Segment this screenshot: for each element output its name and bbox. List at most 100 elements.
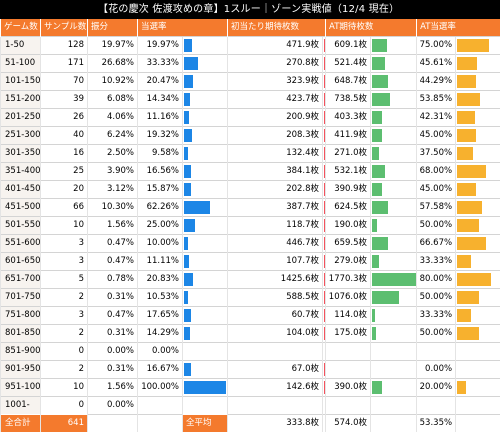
zone-at-exp: 175.0枚 bbox=[326, 325, 371, 343]
exp-medals-bar bbox=[324, 39, 326, 52]
zone-at-exp: 521.4枚 bbox=[326, 55, 371, 73]
zone-hit-rate: 16.56% bbox=[138, 163, 183, 181]
at-exp-bar bbox=[372, 219, 377, 232]
at-rate-bar-cell bbox=[456, 91, 500, 109]
hit-rate-bar bbox=[184, 75, 193, 88]
exp-medals-bar bbox=[324, 219, 326, 232]
at-rate-bar-cell bbox=[456, 163, 500, 181]
zone-hit-rate: 20.83% bbox=[138, 271, 183, 289]
exp-medals-bar-cell bbox=[323, 325, 326, 343]
at-exp-bar bbox=[372, 39, 387, 52]
zone-samples: 40 bbox=[41, 127, 88, 145]
zone-share: 4.06% bbox=[88, 109, 138, 127]
zone-share: 1.56% bbox=[88, 217, 138, 235]
zone-samples: 10 bbox=[41, 379, 88, 397]
zone-at-exp: 1770.3枚 bbox=[326, 271, 371, 289]
zone-hit-rate: 25.00% bbox=[138, 217, 183, 235]
zone-at-rate: 50.00% bbox=[417, 325, 456, 343]
hit-rate-bar-cell bbox=[183, 55, 228, 73]
exp-medals-bar bbox=[324, 291, 326, 304]
zone-exp-medals: 384.1枚 bbox=[228, 163, 323, 181]
at-rate-bar bbox=[457, 219, 479, 232]
total-at-rate: 53.35% bbox=[417, 415, 456, 432]
at-exp-bar bbox=[372, 57, 385, 70]
total-samples: 641 bbox=[41, 415, 88, 432]
zone-exp-medals: 323.9枚 bbox=[228, 73, 323, 91]
at-rate-bar-cell bbox=[456, 253, 500, 271]
zone-hit-rate: 19.97% bbox=[138, 37, 183, 55]
at-rate-bar bbox=[457, 255, 471, 268]
zone-at-exp: 114.0枚 bbox=[326, 307, 371, 325]
hit-rate-bar-cell bbox=[183, 73, 228, 91]
zone-at-rate bbox=[417, 343, 456, 361]
exp-medals-bar-cell bbox=[323, 91, 326, 109]
hit-rate-bar bbox=[184, 57, 198, 70]
zone-samples: 66 bbox=[41, 199, 88, 217]
zone-at-exp: 271.0枚 bbox=[326, 145, 371, 163]
hit-rate-bar bbox=[184, 381, 226, 394]
zone-at-rate: 50.00% bbox=[417, 217, 456, 235]
exp-medals-bar-cell bbox=[323, 37, 326, 55]
zone-share: 1.56% bbox=[88, 379, 138, 397]
header-at-exp: AT期待枚数 bbox=[326, 19, 417, 37]
at-rate-bar bbox=[457, 39, 489, 52]
hit-rate-bar bbox=[184, 291, 188, 304]
exp-medals-bar-cell bbox=[323, 361, 326, 379]
exp-medals-bar-cell bbox=[323, 199, 326, 217]
exp-medals-bar-cell bbox=[323, 235, 326, 253]
at-rate-bar-cell bbox=[456, 271, 500, 289]
at-exp-bar-cell bbox=[371, 307, 417, 325]
hit-rate-bar-cell bbox=[183, 397, 228, 415]
zone-samples: 39 bbox=[41, 91, 88, 109]
exp-medals-bar bbox=[324, 363, 326, 376]
exp-medals-bar bbox=[324, 255, 326, 268]
zone-hit-rate: 15.87% bbox=[138, 181, 183, 199]
at-rate-bar bbox=[457, 147, 473, 160]
zone-exp-medals: 142.6枚 bbox=[228, 379, 323, 397]
total-at-rate-empty bbox=[456, 415, 500, 432]
at-exp-bar-cell bbox=[371, 343, 417, 361]
zone-at-exp: 403.3枚 bbox=[326, 109, 371, 127]
zone-share: 0.47% bbox=[88, 253, 138, 271]
zone-hit-rate: 0.00% bbox=[138, 343, 183, 361]
exp-medals-bar-cell bbox=[323, 109, 326, 127]
zone-game-range: 851-900 bbox=[1, 343, 41, 361]
zone-game-range: 351-400 bbox=[1, 163, 41, 181]
zone-game-range: 51-100 bbox=[1, 55, 41, 73]
zone-at-rate: 44.29% bbox=[417, 73, 456, 91]
at-rate-bar bbox=[457, 381, 466, 394]
zone-game-range: 951-1000 bbox=[1, 379, 41, 397]
zone-at-exp: 411.9枚 bbox=[326, 127, 371, 145]
zone-at-exp bbox=[326, 361, 371, 379]
exp-medals-bar-cell bbox=[323, 145, 326, 163]
at-exp-bar bbox=[372, 93, 390, 106]
at-rate-bar bbox=[457, 57, 477, 70]
zone-at-rate: 45.61% bbox=[417, 55, 456, 73]
zone-exp-medals: 423.7枚 bbox=[228, 91, 323, 109]
exp-medals-bar bbox=[324, 147, 326, 160]
zone-at-exp bbox=[326, 397, 371, 415]
at-exp-bar bbox=[372, 201, 388, 214]
zone-share: 0.31% bbox=[88, 361, 138, 379]
zone-share: 0.47% bbox=[88, 307, 138, 325]
zone-game-range: 551-600 bbox=[1, 235, 41, 253]
hit-rate-bar bbox=[184, 129, 192, 142]
at-rate-bar-cell bbox=[456, 343, 500, 361]
zone-samples: 3 bbox=[41, 235, 88, 253]
zone-samples: 3 bbox=[41, 307, 88, 325]
total-avg-label: 全平均 bbox=[183, 415, 228, 432]
zone-share: 2.50% bbox=[88, 145, 138, 163]
at-exp-bar-cell bbox=[371, 73, 417, 91]
total-at-exp: 574.0枚 bbox=[326, 415, 371, 432]
at-exp-bar-cell bbox=[371, 145, 417, 163]
zone-samples: 20 bbox=[41, 181, 88, 199]
exp-medals-bar bbox=[324, 201, 326, 214]
zone-at-exp: 609.1枚 bbox=[326, 37, 371, 55]
zone-exp-medals: 202.8枚 bbox=[228, 181, 323, 199]
